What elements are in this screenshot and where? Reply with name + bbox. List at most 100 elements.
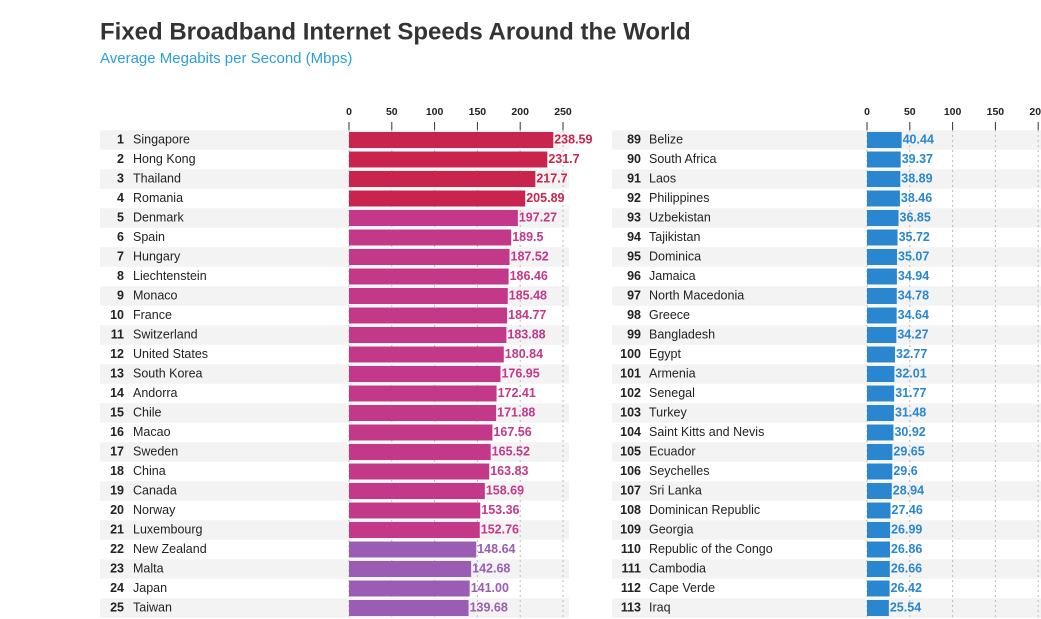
rank: 106	[620, 464, 641, 478]
x-tick-label: 200	[1029, 106, 1041, 118]
value-label: 141.00	[471, 581, 509, 595]
value-label: 142.68	[472, 561, 510, 575]
category-label: Japan	[133, 581, 167, 595]
category-label: Georgia	[649, 522, 694, 536]
value-label: 180.84	[505, 347, 543, 361]
rank: 12	[110, 347, 124, 361]
bar	[867, 444, 893, 460]
bar	[867, 600, 889, 616]
category-label: Dominican Republic	[649, 503, 760, 517]
category-label: Cape Verde	[649, 581, 715, 595]
category-label: Uzbekistan	[649, 210, 711, 224]
rank: 98	[627, 308, 641, 322]
category-label: United States	[133, 347, 208, 361]
value-label: 40.44	[903, 132, 934, 146]
bar	[867, 268, 897, 285]
rank: 16	[110, 425, 124, 439]
value-label: 31.77	[895, 386, 926, 400]
category-label: Liechtenstein	[133, 269, 207, 283]
row-stripe	[612, 247, 1041, 267]
rank: 22	[110, 542, 124, 556]
bar	[867, 229, 898, 246]
rank: 11	[111, 327, 124, 341]
category-label: Republic of the Congo	[649, 542, 773, 556]
category-label: Spain	[133, 230, 165, 244]
bar	[349, 171, 536, 187]
value-label: 29.65	[893, 444, 924, 458]
bar	[867, 502, 891, 519]
rank: 104	[620, 425, 641, 439]
rank: 23	[110, 561, 124, 575]
category-label: Iraq	[649, 600, 671, 614]
bar	[867, 151, 901, 168]
category-label: South Africa	[649, 152, 716, 166]
category-label: South Korea	[133, 366, 203, 380]
category-label: Sri Lanka	[649, 483, 702, 497]
bar	[867, 288, 897, 304]
category-label: Saint Kitts and Nevis	[649, 425, 764, 439]
bar	[349, 424, 493, 441]
value-label: 25.54	[890, 600, 921, 614]
rank: 8	[117, 269, 124, 283]
bar	[349, 327, 507, 343]
x-tick-label: 100	[426, 106, 444, 118]
category-label: Greece	[649, 308, 690, 322]
x-tick-label: 0	[864, 106, 870, 118]
value-label: 238.59	[554, 132, 592, 146]
row-stripe	[612, 403, 1041, 423]
bar	[349, 132, 554, 148]
rank: 4	[117, 191, 124, 205]
bar	[867, 327, 897, 343]
value-label: 34.78	[898, 288, 929, 302]
bar	[867, 483, 892, 499]
value-label: 171.88	[497, 405, 535, 419]
bar	[867, 346, 896, 363]
bar	[349, 541, 477, 558]
bar	[867, 541, 890, 558]
value-label: 32.01	[895, 366, 926, 380]
bar	[349, 405, 497, 421]
rank: 107	[620, 483, 641, 497]
x-tick-label: 50	[386, 106, 398, 118]
category-label: Canada	[133, 483, 177, 497]
category-label: Romania	[133, 191, 183, 205]
category-label: Luxembourg	[133, 522, 203, 536]
value-label: 167.56	[493, 425, 531, 439]
bar	[349, 190, 526, 207]
value-label: 34.27	[897, 327, 928, 341]
chart-subtitle: Average Megabits per Second (Mbps)	[100, 50, 352, 67]
category-label: Sweden	[133, 444, 178, 458]
value-label: 32.77	[896, 347, 927, 361]
bar	[349, 151, 548, 168]
rank: 105	[620, 444, 641, 458]
rank: 21	[110, 522, 124, 536]
value-label: 197.27	[519, 210, 557, 224]
category-label: Andorra	[133, 386, 178, 400]
value-label: 165.52	[492, 444, 530, 458]
value-label: 36.85	[900, 210, 931, 224]
category-label: France	[133, 308, 172, 322]
bar	[867, 132, 902, 148]
value-label: 34.94	[898, 269, 929, 283]
rank: 92	[627, 191, 641, 205]
rank: 93	[627, 210, 641, 224]
category-label: Philippines	[649, 191, 709, 205]
rank: 10	[110, 308, 124, 322]
value-label: 158.69	[486, 483, 524, 497]
category-label: Monaco	[133, 288, 178, 302]
bar	[867, 249, 898, 265]
rank: 3	[117, 171, 124, 185]
value-label: 29.6	[893, 464, 917, 478]
value-label: 183.88	[507, 327, 545, 341]
bar	[867, 580, 890, 597]
rank: 1	[117, 132, 124, 146]
row-stripe	[612, 481, 1041, 501]
value-label: 185.48	[509, 288, 547, 302]
bar	[349, 444, 491, 460]
rank: 24	[110, 581, 124, 595]
row-stripe	[612, 598, 1041, 618]
x-tick-label: 250	[554, 106, 572, 118]
category-label: Denmark	[133, 210, 184, 224]
rank: 2	[117, 152, 124, 166]
